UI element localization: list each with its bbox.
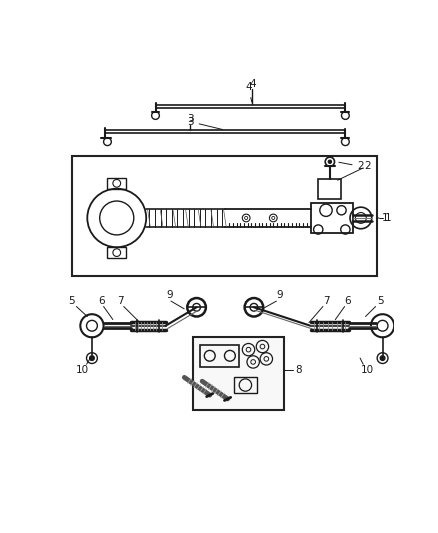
Circle shape <box>380 356 385 360</box>
Bar <box>72 156 377 276</box>
Text: 8: 8 <box>295 366 302 375</box>
Bar <box>107 178 126 189</box>
Text: 2: 2 <box>339 161 364 172</box>
Text: 5: 5 <box>377 296 384 306</box>
Text: 1: 1 <box>376 213 388 223</box>
Bar <box>193 337 284 410</box>
Text: 10: 10 <box>76 366 89 375</box>
Text: 3: 3 <box>187 115 194 124</box>
Text: 10: 10 <box>360 366 374 375</box>
Text: 4: 4 <box>249 79 256 89</box>
Bar <box>318 180 342 199</box>
Text: 6: 6 <box>98 296 105 306</box>
Text: 6: 6 <box>344 296 351 306</box>
Bar <box>201 345 239 367</box>
Bar <box>311 203 353 233</box>
Text: 4: 4 <box>245 82 252 102</box>
Circle shape <box>90 356 94 360</box>
Text: 7: 7 <box>323 296 329 306</box>
Bar <box>234 377 257 393</box>
Circle shape <box>328 160 332 163</box>
Text: 9: 9 <box>166 290 173 300</box>
Text: 9: 9 <box>276 290 283 300</box>
Text: 7: 7 <box>117 296 124 306</box>
Text: 2: 2 <box>365 161 371 172</box>
Text: 5: 5 <box>68 296 75 306</box>
Text: 1: 1 <box>385 213 392 223</box>
Text: 3: 3 <box>187 117 223 130</box>
Bar <box>107 247 126 258</box>
